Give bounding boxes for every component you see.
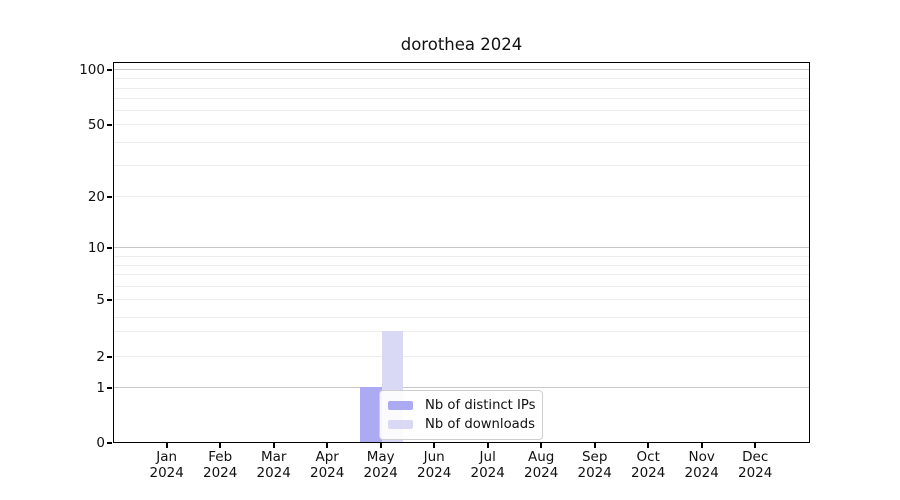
gridline-minor-40 bbox=[114, 142, 809, 144]
gridline-minor-50 bbox=[114, 124, 809, 126]
x-tick-mark bbox=[326, 443, 329, 448]
legend-row: Nb of downloads bbox=[388, 415, 535, 434]
y-tick-label: 2 bbox=[96, 348, 105, 365]
x-tick-month: Aug bbox=[528, 449, 555, 465]
y-tick-mark bbox=[107, 387, 112, 390]
x-tick-mark bbox=[754, 443, 757, 448]
legend-label: Nb of downloads bbox=[425, 417, 535, 432]
plot-area: Nb of distinct IPs Nb of downloads bbox=[113, 62, 810, 443]
x-tick-mark bbox=[272, 443, 275, 448]
x-tick-year: 2024 bbox=[684, 464, 719, 481]
x-tick-mark bbox=[593, 443, 596, 448]
x-tick-label-dec: Dec 2024 bbox=[723, 449, 787, 481]
x-tick-month: May bbox=[366, 449, 395, 465]
legend-swatch bbox=[388, 401, 413, 410]
gridline-minor-6 bbox=[114, 286, 809, 288]
gridline-minor-9 bbox=[114, 256, 809, 257]
x-tick-mark bbox=[165, 443, 168, 448]
x-tick-year: 2024 bbox=[256, 464, 291, 481]
legend-row: Nb of distinct IPs bbox=[388, 396, 536, 415]
x-tick-label-oct: Oct 2024 bbox=[616, 449, 680, 481]
y-tick-label: 100 bbox=[79, 62, 105, 78]
x-tick-label-aug: Aug 2024 bbox=[509, 449, 573, 481]
x-tick-mark bbox=[379, 443, 382, 448]
x-tick-month: Feb bbox=[208, 449, 233, 465]
x-tick-month: Jun bbox=[423, 449, 445, 465]
x-tick-month: Apr bbox=[315, 449, 339, 465]
x-tick-year: 2024 bbox=[524, 464, 559, 481]
x-tick-label-jul: Jul 2024 bbox=[456, 449, 520, 481]
x-tick-label-apr: Apr 2024 bbox=[295, 449, 359, 481]
y-tick-mark bbox=[107, 124, 112, 127]
x-tick-month: Mar bbox=[260, 449, 287, 465]
gridline-minor-60 bbox=[114, 110, 809, 111]
gridline-minor-70 bbox=[114, 98, 809, 99]
x-tick-month: Jan bbox=[156, 449, 178, 465]
x-tick-month: Dec bbox=[742, 449, 769, 465]
y-tick-label: 50 bbox=[87, 117, 105, 134]
y-tick-label: 0 bbox=[96, 435, 105, 451]
x-tick-label-may: May 2024 bbox=[349, 449, 413, 481]
x-tick-month: Sep bbox=[581, 449, 608, 465]
gridline-minor-80 bbox=[114, 88, 809, 90]
y-tick-mark bbox=[107, 247, 112, 249]
x-tick-year: 2024 bbox=[417, 464, 452, 481]
legend: Nb of distinct IPs Nb of downloads bbox=[379, 390, 543, 440]
gridline-major-10 bbox=[114, 247, 809, 249]
gridline-minor-7 bbox=[114, 274, 809, 276]
y-tick-label: 10 bbox=[87, 240, 105, 256]
x-tick-year: 2024 bbox=[738, 464, 773, 481]
y-tick-mark bbox=[107, 442, 112, 444]
chart-title: dorothea 2024 bbox=[400, 35, 523, 54]
x-tick-month: Nov bbox=[688, 449, 715, 465]
gridline-minor-4 bbox=[114, 317, 809, 318]
x-tick-year: 2024 bbox=[203, 464, 238, 481]
gridline-minor-20 bbox=[114, 196, 809, 198]
x-tick-year: 2024 bbox=[310, 464, 345, 481]
x-tick-mark bbox=[540, 443, 543, 448]
x-tick-mark bbox=[700, 443, 703, 448]
bar-nb-of-distinct-ips bbox=[360, 387, 382, 442]
x-tick-label-feb: Feb 2024 bbox=[188, 449, 252, 481]
gridline-minor-8 bbox=[114, 264, 809, 266]
gridline-minor-5 bbox=[114, 299, 809, 301]
y-tick-mark bbox=[107, 299, 112, 301]
x-tick-label-mar: Mar 2024 bbox=[242, 449, 306, 481]
x-tick-label-jun: Jun 2024 bbox=[402, 449, 466, 481]
y-tick-label: 1 bbox=[96, 380, 105, 397]
x-tick-label-nov: Nov 2024 bbox=[670, 449, 734, 481]
gridline-minor-90 bbox=[114, 78, 809, 79]
x-tick-year: 2024 bbox=[470, 464, 505, 481]
y-tick-label: 20 bbox=[87, 189, 105, 206]
x-tick-month: Jul bbox=[479, 449, 496, 465]
x-tick-month: Oct bbox=[636, 449, 660, 465]
x-tick-mark bbox=[219, 443, 222, 448]
x-tick-label-sep: Sep 2024 bbox=[563, 449, 627, 481]
y-tick-label: 5 bbox=[96, 292, 105, 308]
gridline-minor-30 bbox=[114, 164, 809, 166]
legend-label: Nb of distinct IPs bbox=[425, 398, 536, 413]
y-tick-mark bbox=[107, 69, 112, 71]
gridline-minor-2 bbox=[114, 355, 809, 357]
x-tick-mark bbox=[647, 443, 650, 448]
x-tick-year: 2024 bbox=[577, 464, 612, 481]
x-tick-year: 2024 bbox=[631, 464, 666, 481]
legend-swatch bbox=[388, 420, 413, 429]
y-tick-mark bbox=[107, 196, 112, 199]
x-tick-year: 2024 bbox=[363, 464, 398, 481]
x-tick-mark bbox=[433, 443, 436, 448]
y-tick-mark bbox=[107, 355, 112, 358]
x-tick-mark bbox=[486, 443, 489, 448]
x-tick-label-jan: Jan 2024 bbox=[135, 449, 199, 481]
gridline-minor-3 bbox=[114, 330, 809, 332]
x-tick-year: 2024 bbox=[149, 464, 184, 481]
gridline-major-1 bbox=[114, 387, 809, 389]
gridline-major-100 bbox=[114, 69, 809, 71]
